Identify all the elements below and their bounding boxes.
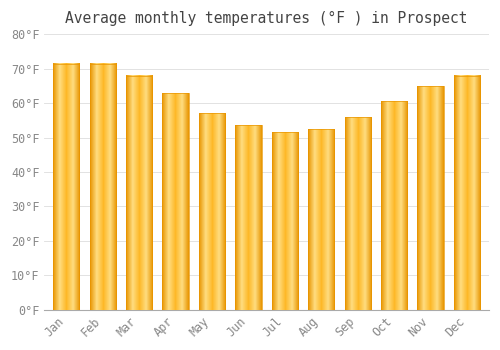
Bar — [272, 132, 298, 310]
Bar — [418, 86, 444, 310]
Bar — [53, 63, 80, 310]
Bar — [199, 113, 225, 310]
Bar — [381, 102, 407, 310]
Bar — [454, 76, 480, 310]
Bar — [236, 126, 262, 310]
Bar — [126, 76, 152, 310]
Bar — [162, 93, 188, 310]
Title: Average monthly temperatures (°F ) in Prospect: Average monthly temperatures (°F ) in Pr… — [66, 11, 468, 26]
Bar — [90, 63, 116, 310]
Bar — [308, 129, 334, 310]
Bar — [344, 117, 371, 310]
